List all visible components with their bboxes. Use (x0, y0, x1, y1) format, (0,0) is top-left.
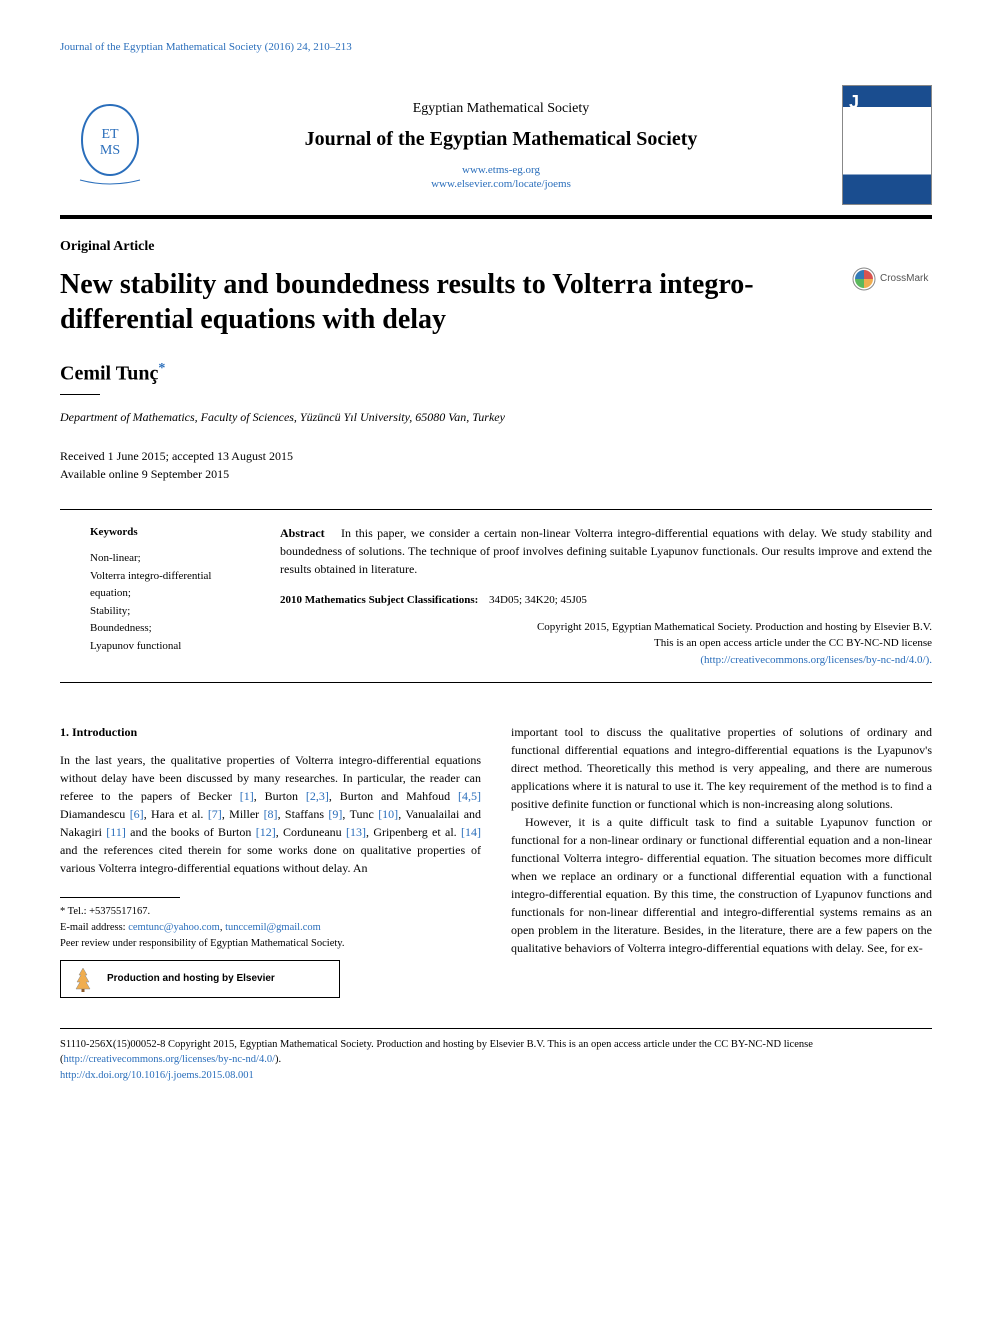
journal-link-1[interactable]: www.etms-eg.org (462, 164, 540, 176)
intro-paragraph-3: However, it is a quite difficult task to… (511, 813, 932, 957)
cite-12[interactable]: [12] (256, 825, 276, 839)
cite-13[interactable]: [13] (346, 825, 366, 839)
crossmark-icon (852, 267, 876, 291)
masthead-center: Egyptian Mathematical Society Journal of… (160, 99, 842, 191)
crossmark-badge[interactable]: CrossMark (852, 267, 932, 291)
ems-logo: ET MS (60, 90, 160, 200)
masthead: ET MS Egyptian Mathematical Society Jour… (60, 85, 932, 219)
author-email-2[interactable]: tunccemil@gmail.com (225, 922, 321, 933)
footer-license-link[interactable]: http://creativecommons.org/licenses/by-n… (64, 1054, 276, 1065)
article-body: 1. Introduction In the last years, the q… (60, 723, 932, 997)
license-link[interactable]: (http://creativecommons.org/licenses/by-… (700, 654, 932, 666)
svg-text:MS: MS (100, 143, 120, 158)
crossmark-label: CrossMark (880, 272, 928, 286)
hosting-label: Production and hosting by Elsevier (107, 971, 275, 986)
keywords-heading: Keywords (90, 524, 240, 542)
author-email-1[interactable]: cemtunc@yahoo.com (128, 922, 220, 933)
article-title: New stability and boundedness results to… (60, 267, 852, 337)
article-type: Original Article (60, 237, 932, 257)
msc-heading: 2010 Mathematics Subject Classifications… (280, 594, 478, 606)
footnote-separator (60, 897, 180, 898)
cite-8[interactable]: [8] (264, 807, 278, 821)
hosting-box: Production and hosting by Elsevier (60, 960, 340, 998)
author-name: Cemil Tunç* (60, 359, 932, 388)
abstract-heading: Abstract (280, 526, 325, 540)
intro-paragraph-1: In the last years, the qualitative prope… (60, 751, 481, 877)
author-corresponding-mark: * (158, 361, 165, 376)
cite-1[interactable]: [1] (240, 789, 254, 803)
keywords-list: Non-linear; Volterra integro-differentia… (90, 550, 240, 656)
cite-14[interactable]: [14] (461, 825, 481, 839)
author-separator (60, 394, 100, 395)
cite-10[interactable]: [10] (378, 807, 398, 821)
article-dates: Received 1 June 2015; accepted 13 August… (60, 447, 932, 483)
cite-9[interactable]: [9] (328, 807, 342, 821)
cite-7[interactable]: [7] (208, 807, 222, 821)
copyright-block: Copyright 2015, Egyptian Mathematical So… (280, 619, 932, 669)
cite-2-3[interactable]: [2,3] (306, 789, 329, 803)
society-name: Egyptian Mathematical Society (180, 99, 822, 119)
intro-paragraph-2: important tool to discuss the qualitativ… (511, 723, 932, 813)
msc-codes: 34D05; 34K20; 45J05 (489, 594, 587, 606)
peer-review-note: Peer review under responsibility of Egyp… (60, 936, 481, 952)
abstract-text: In this paper, we consider a certain non… (280, 526, 932, 576)
footnote-tel: * Tel.: +5375517167. (60, 904, 481, 920)
section-1-heading: 1. Introduction (60, 723, 481, 741)
page-footer: S1110-256X(15)00052-8 Copyright 2015, Eg… (60, 1028, 932, 1084)
journal-link-2[interactable]: www.elsevier.com/locate/joems (431, 178, 571, 190)
journal-name: Journal of the Egyptian Mathematical Soc… (180, 125, 822, 153)
author-affiliation: Department of Mathematics, Faculty of Sc… (60, 409, 932, 426)
journal-cover-thumb (842, 85, 932, 205)
elsevier-tree-icon (69, 965, 97, 993)
doi-link[interactable]: http://dx.doi.org/10.1016/j.joems.2015.0… (60, 1070, 254, 1081)
cite-6[interactable]: [6] (130, 807, 144, 821)
running-header: Journal of the Egyptian Mathematical Soc… (60, 40, 932, 55)
cite-11[interactable]: [11] (106, 825, 126, 839)
footnotes: * Tel.: +5375517167. E-mail address: cem… (60, 904, 481, 997)
abstract-block: Abstract In this paper, we consider a ce… (280, 524, 932, 668)
email-label: E-mail address: (60, 922, 126, 933)
cite-4-5[interactable]: [4,5] (458, 789, 481, 803)
keywords-block: Keywords Non-linear; Volterra integro-di… (60, 524, 240, 668)
logo-text: ET (101, 127, 119, 142)
